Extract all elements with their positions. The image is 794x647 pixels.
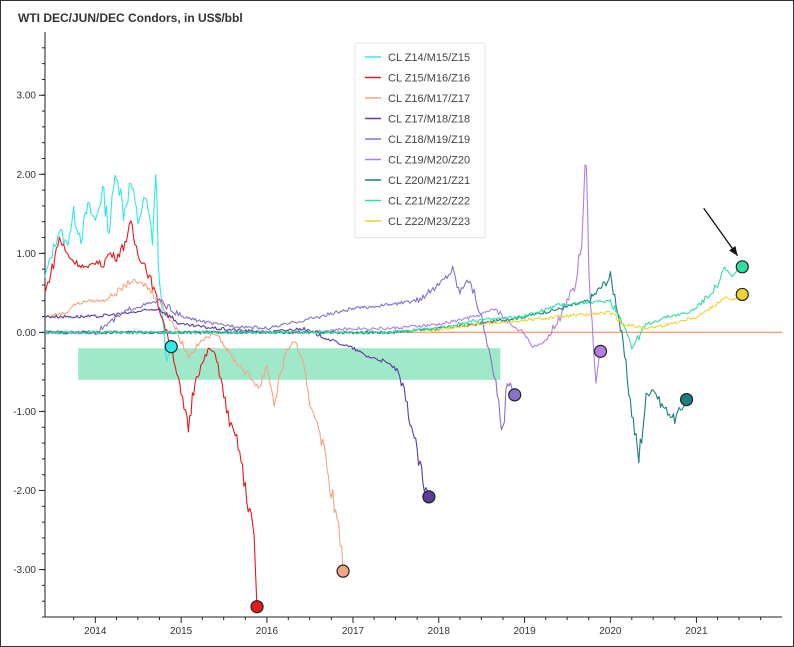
arrow-shaft: [703, 207, 739, 257]
series-line-8: [424, 293, 743, 334]
legend-label-1: CL Z15/M16/Z16: [388, 73, 470, 85]
expiry-marker-6: [679, 393, 694, 407]
y-tick-label: -2.00: [13, 486, 36, 497]
y-tick-label: 2.00: [17, 170, 37, 181]
series-line-1: [44, 220, 258, 607]
series-line-2: [44, 278, 344, 572]
x-tick-label: 2014: [84, 626, 107, 637]
legend: CL Z14/M15/Z15 CL Z15/M16/Z16 CL Z16/M17/Z…: [354, 42, 486, 238]
expiry-marker-7: [735, 260, 749, 274]
legend-label-4: CL Z18/M19/Z19: [388, 134, 470, 146]
axes: 3.00 2.00 1.00 0.00 -1.00 -2.00 -3.00 2014 2015 2…: [13, 32, 782, 637]
expiry-marker-2: [336, 564, 350, 578]
legend-label-0: CL Z14/M15/Z15: [388, 52, 470, 64]
legend-label-2: CL Z16/M17/Z17: [388, 93, 470, 105]
y-tick-label: 3.00: [17, 91, 37, 102]
expiry-markers: [164, 260, 749, 614]
y-tick-label: -3.00: [13, 565, 36, 576]
expiry-marker-5: [593, 344, 608, 358]
legend-label-5: CL Z19/M20/Z20: [388, 155, 470, 167]
arrow-annotation: [703, 207, 739, 257]
series-line-7: [44, 266, 743, 350]
x-tick-label: 2018: [428, 626, 451, 637]
x-tick-label: 2019: [513, 626, 536, 637]
series-line-3: [44, 307, 430, 497]
x-tick-label: 2017: [342, 626, 365, 637]
legend-box: [354, 42, 486, 238]
legend-label-8: CL Z22/M23/Z23: [388, 216, 470, 228]
x-tick-label: 2016: [256, 626, 279, 637]
series-line-4: [44, 265, 515, 431]
expiry-marker-0: [164, 340, 178, 354]
y-tick-label: 1.00: [17, 249, 37, 260]
expiry-marker-4: [508, 388, 522, 402]
x-tick-label: 2021: [685, 626, 708, 637]
chart-title: WTI DEC/JUN/DEC Condors, in US$/bbl: [18, 11, 243, 25]
x-tick-label: 2020: [599, 626, 622, 637]
expiry-marker-1: [250, 600, 264, 614]
highlight-band: [78, 348, 501, 380]
series-line-0: [44, 174, 172, 362]
x-tick-label: 2015: [170, 626, 193, 637]
legend-label-6: CL Z20/M21/Z21: [388, 175, 470, 187]
legend-label-3: CL Z17/M18/Z18: [388, 114, 470, 126]
arrow-head: [729, 245, 738, 256]
series-layer: [44, 164, 743, 607]
expiry-marker-8: [735, 287, 749, 302]
y-tick-label: -1.00: [13, 407, 36, 418]
highlight-band-layer: [78, 348, 501, 380]
expiry-marker-3: [422, 490, 436, 504]
legend-label-7: CL Z21/M22/Z22: [388, 196, 470, 208]
y-tick-label: 0.00: [17, 328, 37, 339]
